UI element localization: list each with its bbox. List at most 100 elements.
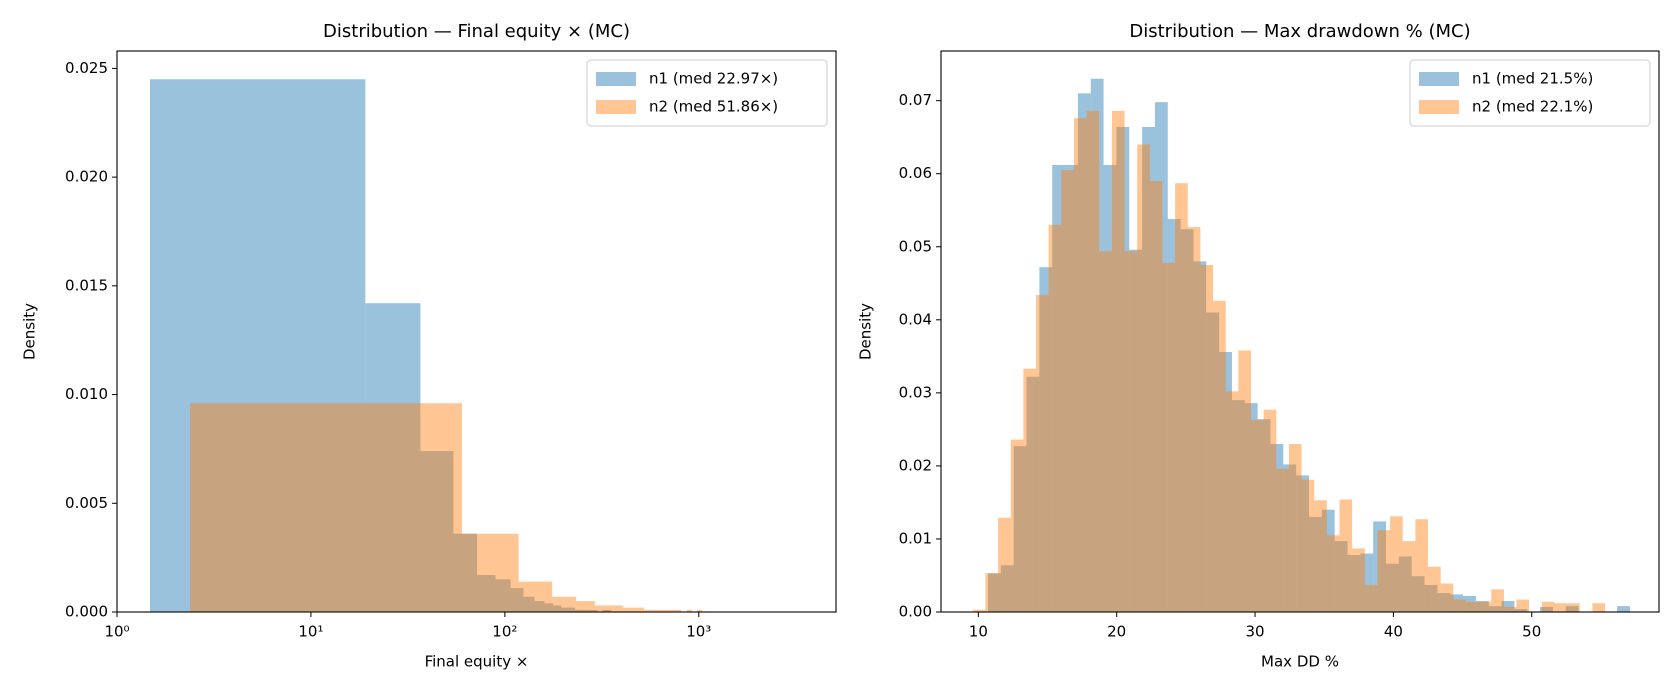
histogram-bar <box>1339 499 1353 612</box>
histogram-bar <box>1386 563 1399 612</box>
histogram-bar <box>1276 468 1289 612</box>
histogram-bar <box>561 607 569 612</box>
histogram-bar <box>1478 601 1492 612</box>
legend-label: n2 (med 51.86×) <box>649 98 778 116</box>
histogram-bar <box>1250 419 1264 612</box>
x-tick-label: 10¹ <box>298 623 323 641</box>
histogram-bar <box>1437 593 1451 612</box>
histogram-bar <box>602 609 607 612</box>
histogram-bar <box>1090 78 1104 612</box>
histogram-bar <box>552 596 577 612</box>
histogram-bar <box>1142 126 1155 612</box>
histogram-bar <box>674 609 682 612</box>
histogram-bar <box>1288 443 1302 612</box>
histogram-bar <box>1488 606 1502 612</box>
histogram-bar <box>523 596 535 612</box>
histogram-bar <box>544 603 554 612</box>
legend: n1 (med 21.5%) n2 (med 22.1%) <box>1409 59 1651 127</box>
histogram-bar <box>1244 403 1258 612</box>
histogram-bar <box>697 609 703 612</box>
histogram-bar <box>1225 391 1239 612</box>
histogram-bar <box>1428 566 1441 612</box>
y-tick-label: 0.03 <box>899 383 932 401</box>
histogram-bar <box>1238 350 1251 612</box>
x-axis-label: Max DD % <box>1261 653 1339 671</box>
histogram-bar <box>1373 521 1387 612</box>
x-tick-label: 40 <box>1384 623 1403 641</box>
histogram-bar <box>1086 110 1100 612</box>
chart-title: Distribution — Max drawdown % (MC) <box>1129 21 1470 42</box>
histogram-bar <box>420 451 454 612</box>
histogram-bar <box>686 609 693 612</box>
y-tick-label: 0.005 <box>65 494 108 512</box>
chart-panel: 10 20 30 40 50 0.00 0.01 0.02 0.03 0.04 0.05 0.06 0.… <box>857 21 1660 671</box>
legend-label: n1 (med 22.97×) <box>649 70 778 88</box>
histogram-bar <box>568 607 576 612</box>
histogram-bar <box>594 605 611 612</box>
histogram-bar <box>606 609 612 612</box>
histogram-bar <box>1137 144 1150 612</box>
histogram-bar <box>1270 443 1284 612</box>
histogram-bar <box>1167 219 1181 612</box>
histogram-bar <box>643 609 653 612</box>
histogram-bar <box>1116 126 1130 612</box>
y-tick-label: 0.04 <box>899 310 932 328</box>
histogram-bar <box>1308 517 1322 612</box>
histogram-bar <box>1065 164 1078 612</box>
histogram-bar <box>453 533 478 612</box>
histogram-bar <box>1402 541 1416 612</box>
histogram-bar <box>1036 294 1049 612</box>
histogram-bar <box>190 403 462 612</box>
histogram-bar <box>1390 516 1403 612</box>
histogram-bar <box>1103 164 1117 612</box>
plot-area <box>972 78 1630 612</box>
y-tick-label: 0.07 <box>899 91 932 109</box>
histogram-bar <box>1219 351 1232 612</box>
histogram-bar <box>581 609 588 612</box>
histogram-bar <box>1073 118 1087 612</box>
histogram-bar <box>1440 583 1454 612</box>
histogram-bar <box>518 581 553 612</box>
histogram-bar <box>1360 553 1374 612</box>
histogram-bar <box>1010 439 1024 612</box>
histogram-bar <box>1415 519 1429 612</box>
histogram-bar <box>1377 530 1391 612</box>
histogram-bar <box>495 579 511 612</box>
histogram-bar <box>1149 181 1163 612</box>
legend-swatch <box>596 100 636 114</box>
histogram-bar <box>1111 110 1125 612</box>
histogram-bar <box>1296 475 1309 612</box>
histogram-bar <box>461 533 519 612</box>
histogram-bar <box>1301 479 1315 612</box>
legend-label: n2 (med 22.1%) <box>1472 98 1593 116</box>
legend: n1 (med 22.97×) n2 (med 51.86×) <box>586 59 828 127</box>
histogram-bar <box>1516 599 1530 612</box>
chart-panel: 10⁰ 10¹ 10² 10³ 0.000 0.005 0.010 0.015 0.020 0.0… <box>21 21 837 671</box>
histogram-bar <box>365 303 421 612</box>
histogram-bar <box>1347 555 1361 612</box>
x-axis-label: Final equity × <box>425 653 529 671</box>
histogram-bar <box>1411 576 1425 612</box>
histogram-bar <box>1540 606 1553 612</box>
x-tick-label: 10³ <box>686 623 711 641</box>
histogram-bar <box>988 573 1001 612</box>
y-tick-label: 0.00 <box>899 603 932 621</box>
histogram-bar <box>1162 262 1176 612</box>
histogram-bar <box>1193 261 1207 612</box>
x-tick-label: 10² <box>492 623 517 641</box>
y-axis-label: Density <box>21 303 39 360</box>
histogram-bar <box>1180 229 1194 612</box>
histogram-bar <box>1321 509 1335 612</box>
y-tick-label: 0.010 <box>65 385 108 403</box>
histogram-bar <box>477 575 496 612</box>
histogram-bar <box>1129 249 1143 612</box>
axes-frame <box>940 50 1660 613</box>
histogram-bar <box>1334 541 1348 612</box>
histogram-bar <box>622 607 635 612</box>
histogram-bar <box>1175 183 1188 612</box>
histogram-bar <box>1257 419 1271 612</box>
histogram-bar <box>972 609 986 612</box>
histogram-bar <box>1541 601 1555 612</box>
histogram-bar <box>1026 376 1040 612</box>
histogram-bar <box>1514 609 1528 612</box>
